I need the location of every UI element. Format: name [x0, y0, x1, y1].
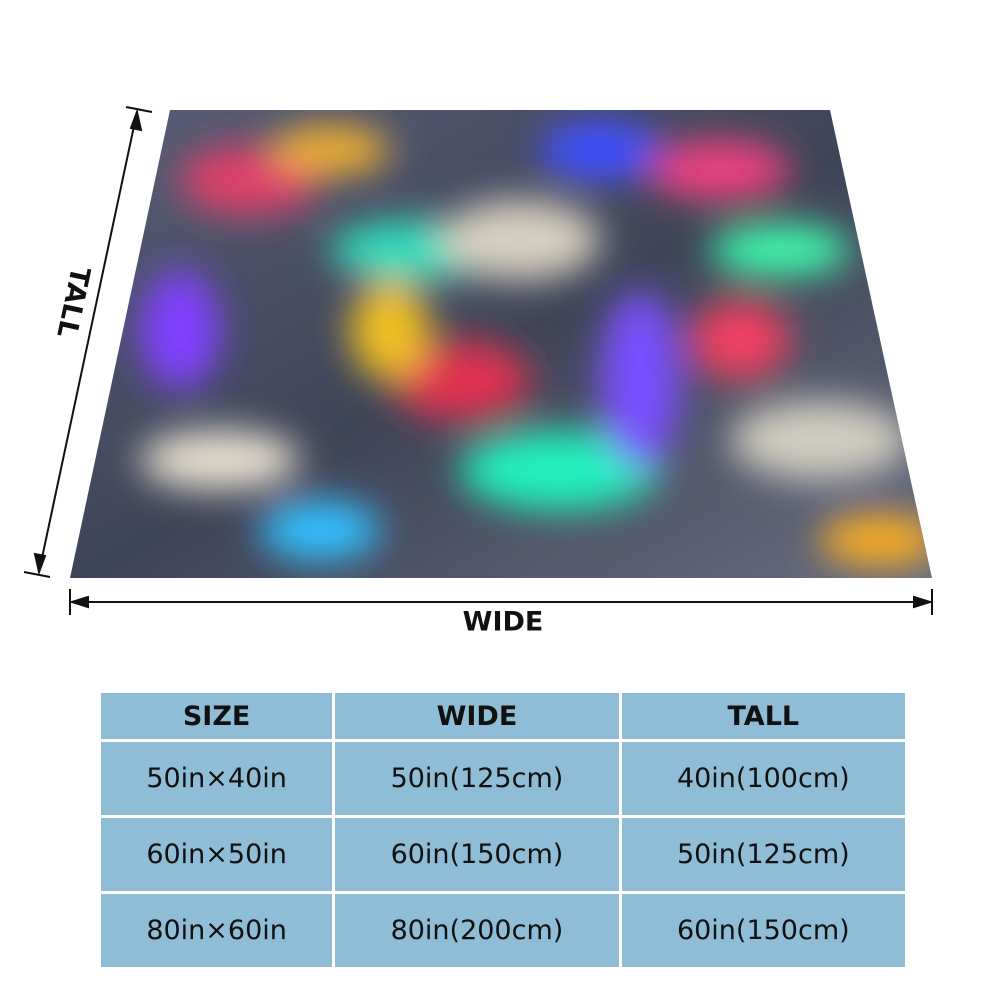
table-row: 80in×60in 80in(200cm) 60in(150cm) — [101, 894, 905, 967]
cell: 60in(150cm) — [335, 818, 619, 891]
header-cell: TALL — [621, 693, 905, 739]
cell: 60in×50in — [101, 818, 333, 891]
cell: 80in×60in — [101, 894, 333, 967]
wide-label: WIDE — [463, 607, 544, 638]
header-cell: WIDE — [335, 693, 619, 739]
blanket — [70, 110, 932, 578]
header-cell: SIZE — [101, 693, 333, 739]
cell: 50in×40in — [101, 742, 333, 815]
size-table: SIZE WIDE TALL 50in×40in 50in(125cm) 40i… — [98, 690, 908, 970]
cell: 50in(125cm) — [621, 818, 905, 891]
product-illustration: TALL WIDE — [23, 106, 934, 638]
table-row: 60in×50in 60in(150cm) 50in(125cm) — [101, 818, 905, 891]
cell: 40in(100cm) — [621, 742, 905, 815]
cell: 50in(125cm) — [335, 742, 619, 815]
header-row: SIZE WIDE TALL — [101, 693, 905, 739]
cell: 60in(150cm) — [621, 894, 905, 967]
wide-arrow — [68, 589, 934, 615]
cell: 80in(200cm) — [335, 894, 619, 967]
table-row: 50in×40in 50in(125cm) 40in(100cm) — [101, 742, 905, 815]
tall-arrow — [23, 106, 153, 578]
tall-label: TALL — [50, 264, 95, 341]
